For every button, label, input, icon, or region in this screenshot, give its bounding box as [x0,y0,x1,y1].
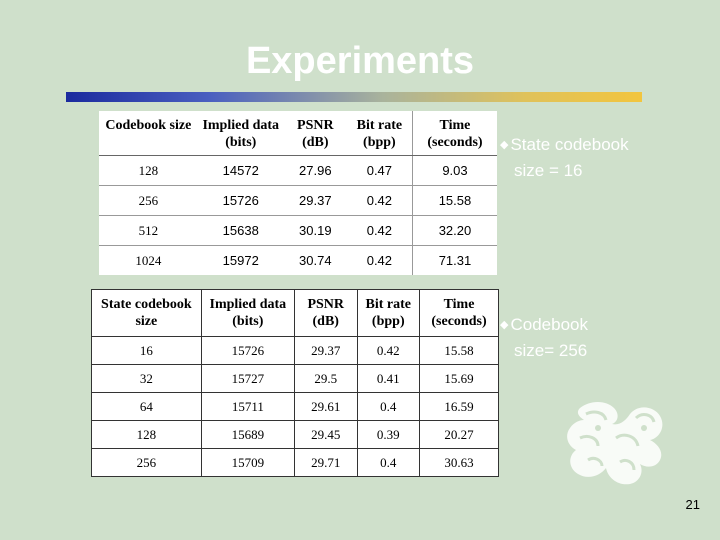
table-cell: 15726 [200,336,295,365]
table-cell: 15689 [200,420,295,449]
table-row: 256 15709 29.71 0.4 30.63 [91,448,499,477]
table-cell: 256 [99,185,198,216]
table-cell: 20.27 [419,420,499,449]
bullet-text-line2: size= 256 [514,341,588,360]
table-cell: 29.37 [283,185,347,216]
column-header: Implied data (bits) [197,111,284,156]
title-gradient-bar [66,92,642,102]
table-cell: 30.19 [283,215,347,246]
table-cell: 15972 [222,253,259,268]
table-row: 32 15727 29.5 0.41 15.69 [91,364,499,393]
table-cell: 32 [91,364,202,393]
table-cell: 0.41 [356,364,421,393]
bullet-text-line2: size = 16 [514,161,583,180]
table-cell: 512 [99,215,198,246]
table-cell: 29.61 [293,392,358,421]
column-header: State codebook size [91,289,202,337]
table-cell: 128 [99,155,198,186]
page-number: 21 [685,497,700,512]
table-cell: 27.96 [283,155,347,186]
column-header: Bit rate (bpp) [346,111,413,156]
column-header: Time (seconds) [419,289,499,337]
table-cell: 29.37 [293,336,358,365]
column-header: PSNR (dB) [283,111,347,156]
diamond-bullet-icon: ◆ [500,319,509,331]
table-cell: 15.58 [412,185,497,216]
dragon-emblem-icon [567,402,663,485]
state-codebook-size-table: State codebook size Implied data (bits) … [91,289,499,477]
table-header-row: Codebook size Implied data (bits) PSNR (… [99,111,497,156]
table-cell: 0.42 [346,215,413,246]
table-cell: 32.20 [412,215,497,246]
table-cell: 14572 [197,155,284,186]
table-row: 16 15726 29.37 0.42 15.58 [91,336,499,365]
bullet-state-codebook: ◆ State codebook size = 16 [500,133,629,182]
table-row: 1024 15972 30.74 0.42 71.31 [99,245,497,275]
table-cell: 256 [91,448,202,477]
column-header: Time (seconds) [412,111,497,156]
table-cell: 15711 [200,392,295,421]
table-row: 64 15711 29.61 0.4 16.59 [91,392,499,421]
table-row: 512 15638 30.19 0.42 32.20 [99,215,497,246]
column-header: Implied data (bits) [200,289,295,337]
table-cell: 15726 [197,185,284,216]
table-cell: 0.39 [356,420,421,449]
table-cell: 29.45 [293,420,358,449]
column-header: Bit rate (bpp) [356,289,421,337]
table-cell: 15.58 [419,336,499,365]
slide-title: Experiments [245,40,475,82]
table-cell: 15709 [200,448,295,477]
table-cell: 30.63 [419,448,499,477]
column-header: PSNR (dB) [293,289,358,337]
bullet-codebook: ◆ Codebook size= 256 [500,313,588,362]
table-cell: 64 [91,392,202,421]
table-cell: 16.59 [419,392,499,421]
table-row: 128 15689 29.45 0.39 20.27 [91,420,499,449]
codebook-size-table: Codebook size Implied data (bits) PSNR (… [99,111,497,275]
table-header-row: State codebook size Implied data (bits) … [91,289,499,337]
table-cell: 0.47 [346,155,413,186]
table-cell: 15727 [200,364,295,393]
table-cell: 0.42 [346,185,413,216]
table-cell: 15638 [197,215,284,246]
table-cell: 128 [91,420,202,449]
table-cell: 30.74 [299,253,332,268]
table-cell: 9.03 [412,155,497,186]
table-cell: 0.4 [356,448,421,477]
table-cell: 29.5 [293,364,358,393]
table-cell: 0.42 [356,336,421,365]
table-cell: 0.4 [356,392,421,421]
diamond-bullet-icon: ◆ [500,139,509,151]
table-cell: 0.42 [346,245,413,275]
table-cell: 1024 [135,252,162,268]
column-header: Codebook size [99,111,198,156]
table-cell: 16 [91,336,202,365]
bullet-text-line1: Codebook [510,315,588,334]
table-cell: 29.71 [293,448,358,477]
table-row: 128 14572 27.96 0.47 9.03 [99,155,497,186]
bullet-text-line1: State codebook [510,135,629,154]
table-cell: 71.31 [438,253,472,268]
table-row: 256 15726 29.37 0.42 15.58 [99,185,497,216]
table-cell: 15.69 [419,364,499,393]
